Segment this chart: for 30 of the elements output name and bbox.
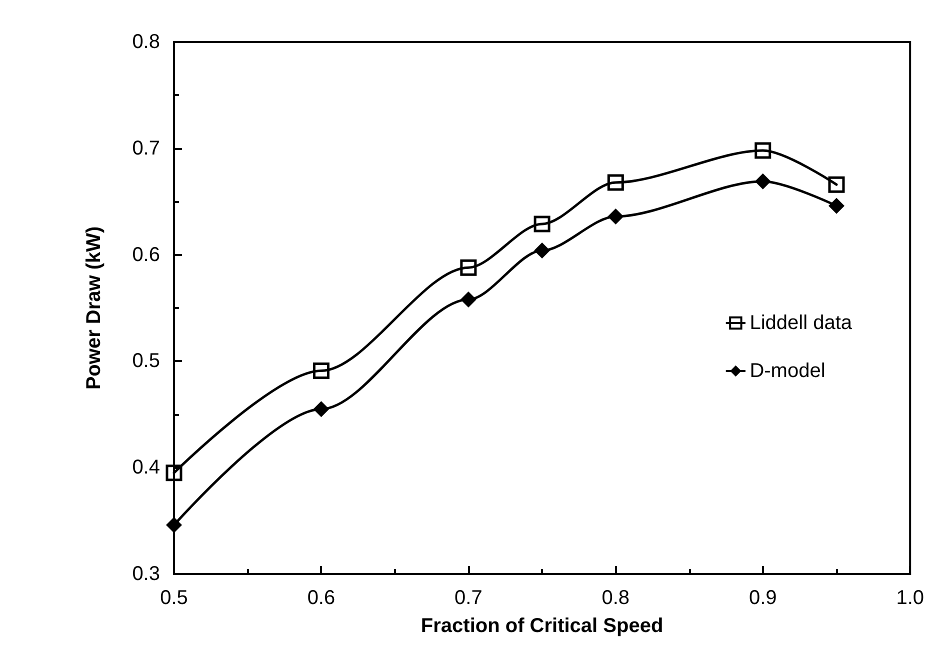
- point: [534, 242, 550, 259]
- y-tick-label: 0.5: [132, 350, 160, 372]
- x-tick-label: 0.5: [160, 587, 188, 609]
- y-tick-label: 0.8: [132, 31, 160, 53]
- y-axis-title: Power Draw (kW): [83, 226, 105, 390]
- point: [312, 362, 330, 380]
- legend-label: D-model: [750, 360, 826, 382]
- point: [166, 464, 182, 482]
- point: [534, 216, 550, 232]
- y-tick-label: 0.3: [132, 563, 160, 585]
- point: [460, 291, 476, 308]
- legend-label: Liddell data: [750, 312, 853, 334]
- x-axis-title: Fraction of Critical Speed: [420, 615, 664, 637]
- y-tick-label: 0.7: [132, 137, 160, 160]
- point: [754, 142, 772, 159]
- point: [608, 208, 624, 224]
- point: [754, 173, 771, 190]
- x-tick-label: 0.8: [602, 587, 630, 609]
- x-tick-label: 0.7: [454, 587, 482, 609]
- point: [607, 174, 624, 191]
- x-tick-label: 0.6: [307, 587, 336, 609]
- point: [313, 401, 330, 418]
- x-tick-label: 0.9: [748, 587, 777, 609]
- point: [460, 259, 477, 276]
- point: [166, 517, 182, 534]
- y-tick-label: 0.6: [132, 244, 160, 266]
- point: [828, 176, 845, 193]
- x-tick-label: 1.0: [896, 587, 924, 609]
- point: [828, 198, 844, 214]
- y-tick-label: 0.4: [132, 456, 160, 479]
